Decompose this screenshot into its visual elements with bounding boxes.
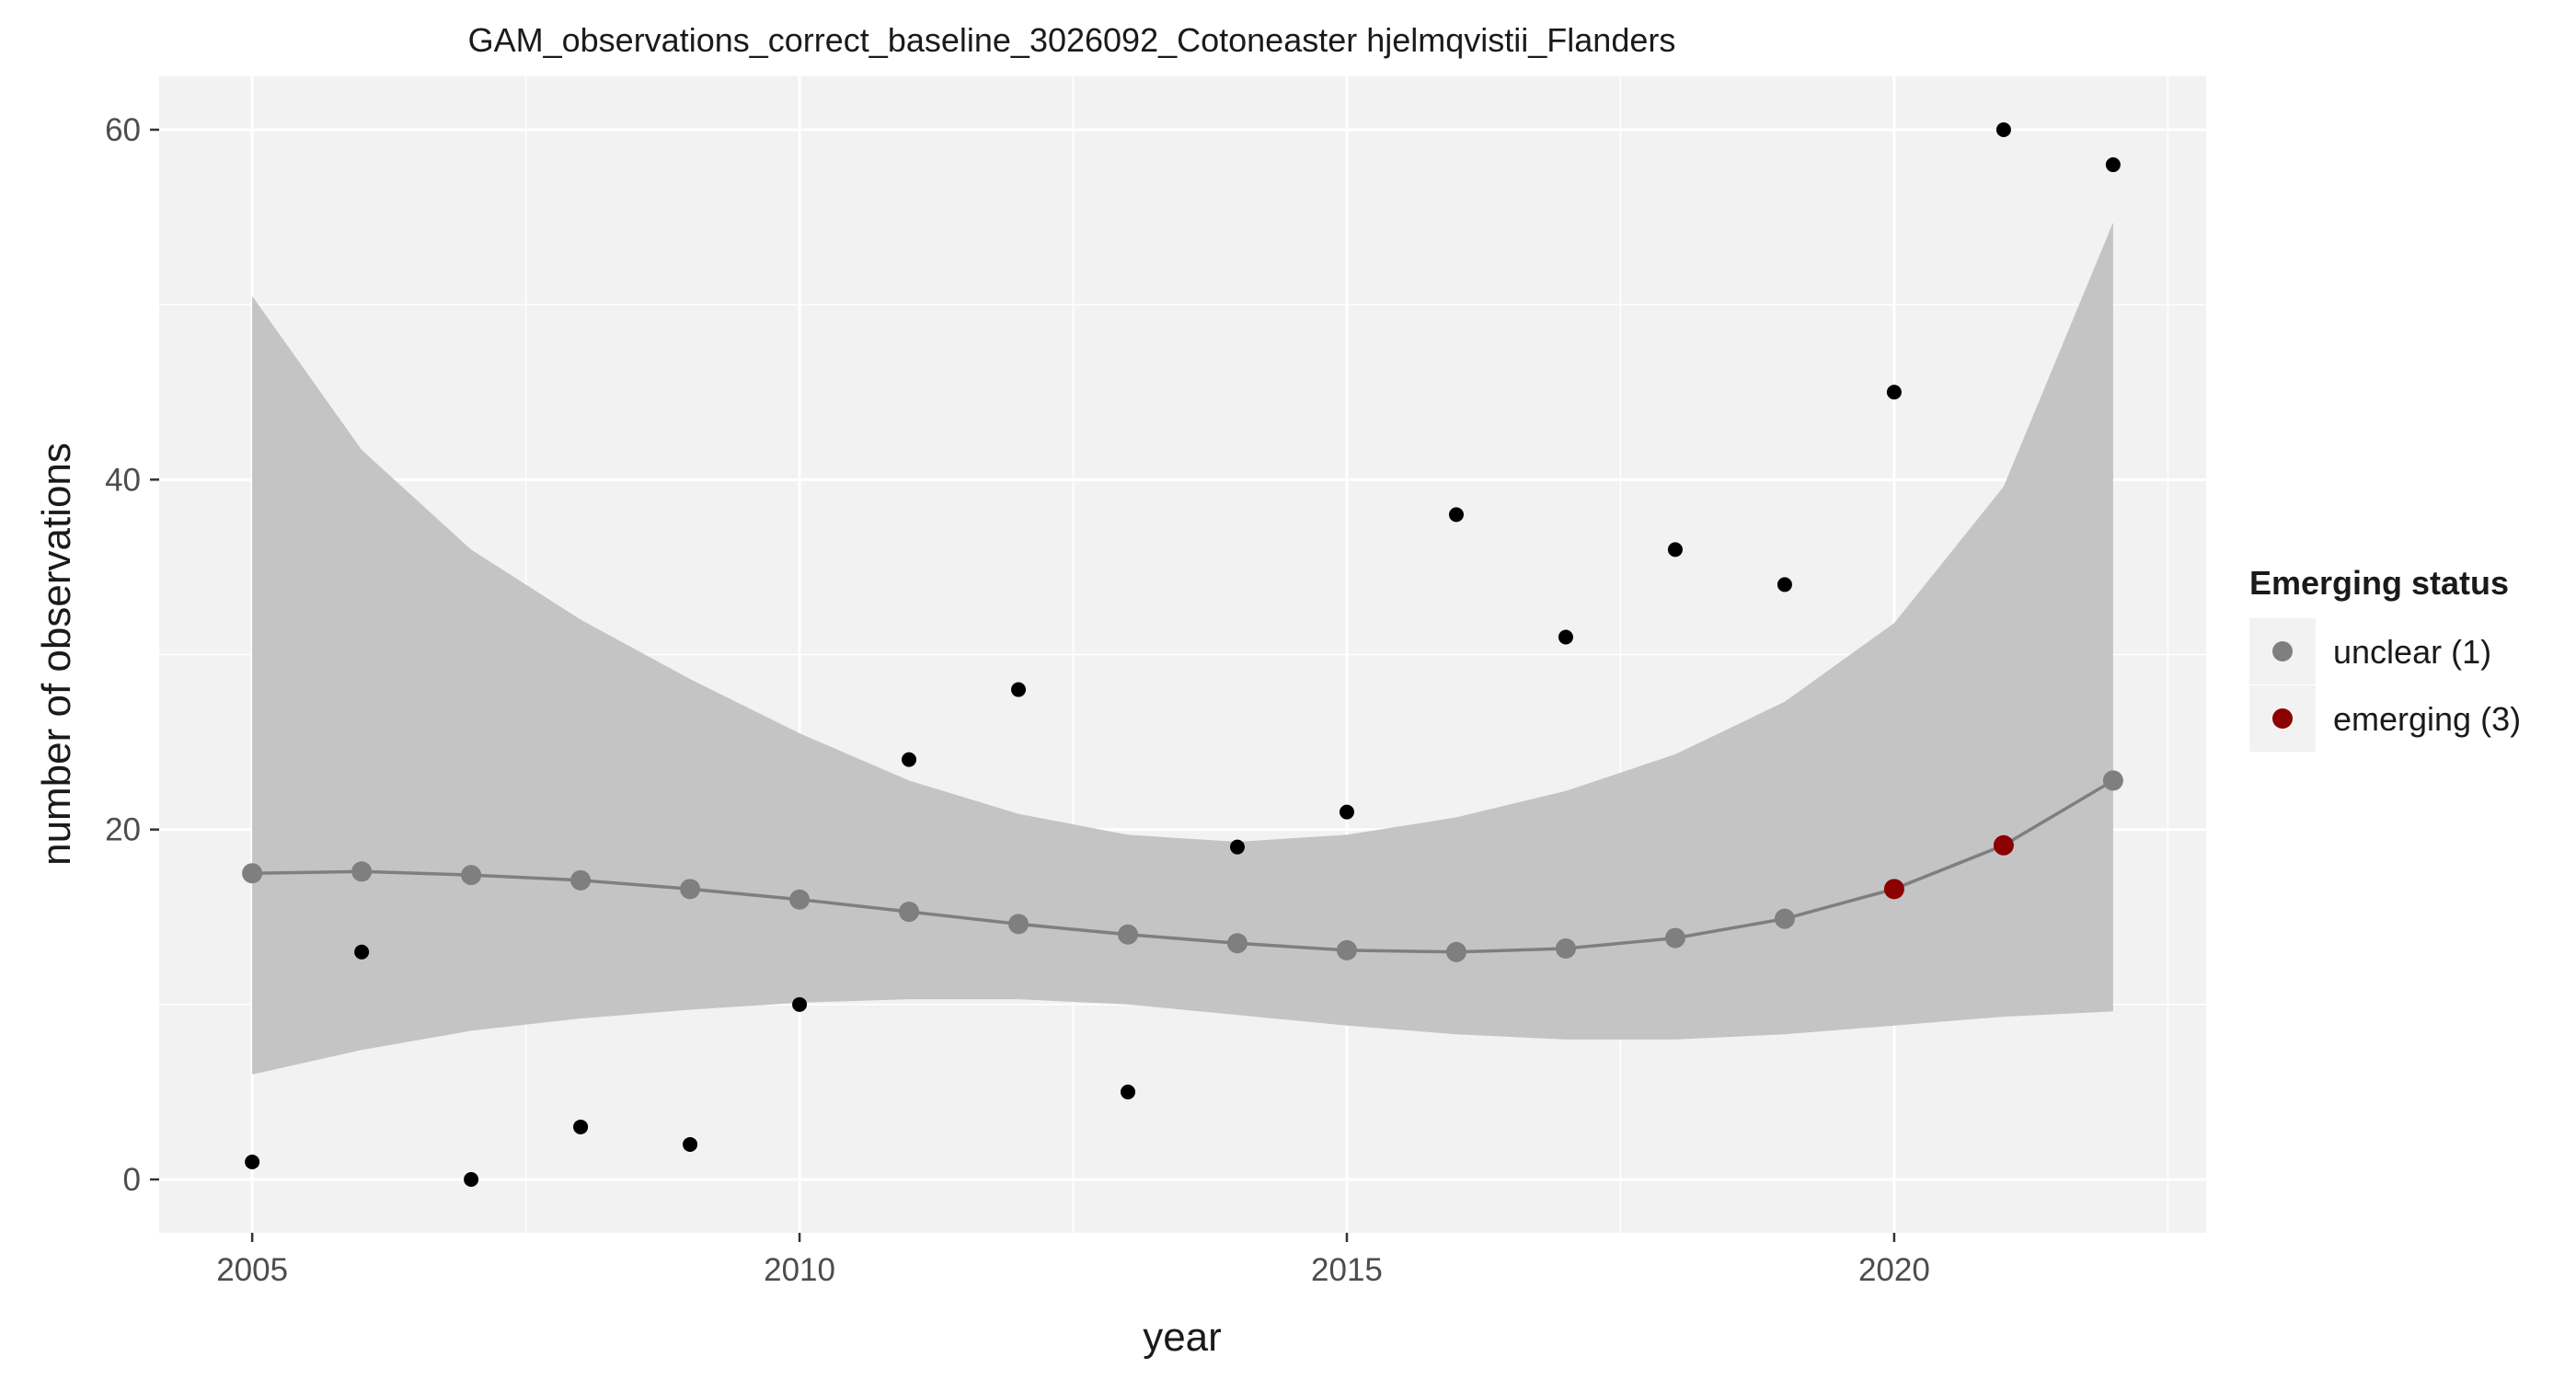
fit-point-unclear: [1226, 933, 1248, 954]
y-tick-label: 40: [105, 462, 141, 498]
observed-points: [245, 122, 2121, 1187]
observed-point: [245, 1154, 260, 1169]
y-axis-title: number of observations: [34, 443, 79, 866]
y-axis-ticks: 0 20 40 60: [105, 112, 159, 1198]
fit-point-unclear: [1445, 941, 1466, 962]
fit-point-emerging: [1993, 834, 2014, 856]
legend-label-emerging: emerging (3): [2333, 700, 2521, 738]
legend-key-unclear: [2272, 641, 2293, 661]
fit-point-unclear: [1008, 914, 1029, 935]
y-tick-label: 20: [105, 812, 141, 848]
x-tick-label: 2010: [764, 1252, 835, 1288]
fit-point-unclear: [899, 902, 920, 923]
legend-key-emerging: [2272, 708, 2293, 729]
fit-point-emerging: [1883, 879, 1904, 900]
fit-point-unclear: [1336, 939, 1357, 960]
fit-line: [252, 778, 2114, 954]
legend-title: Emerging status: [2249, 564, 2509, 602]
fit-point-unclear: [461, 865, 482, 886]
chart-title: GAM_observations_correct_baseline_302609…: [468, 21, 1676, 59]
fit-point-unclear: [1555, 937, 1576, 959]
fit-point-unclear: [680, 879, 701, 900]
observed-point: [464, 1171, 479, 1187]
fit-point-unclear: [1664, 927, 1685, 949]
observed-point: [1448, 507, 1464, 523]
observed-point: [354, 944, 370, 960]
x-tick-label: 2015: [1311, 1252, 1383, 1288]
confidence-ribbon: [252, 222, 2113, 1075]
fit-point-unclear: [351, 861, 373, 882]
legend: Emerging status unclear (1) emerging (3): [2249, 564, 2521, 752]
x-axis-title: year: [1143, 1315, 1222, 1360]
x-axis-ticks: 2005 2010 2015 2020: [216, 1233, 1930, 1288]
fit-point-unclear: [242, 863, 263, 884]
y-tick-label: 0: [123, 1162, 141, 1198]
observed-point: [1667, 542, 1683, 558]
observed-point: [902, 752, 917, 767]
fit-point-unclear: [1774, 908, 1795, 929]
observed-point: [1777, 577, 1792, 592]
observed-point: [2105, 157, 2121, 173]
observed-point: [1995, 122, 2011, 138]
fit-point-unclear: [2102, 770, 2123, 791]
fit-point-unclear: [1118, 924, 1139, 945]
y-tick-label: 60: [105, 112, 141, 148]
fit-points: [242, 770, 2123, 962]
fit-point-unclear: [570, 869, 592, 891]
observed-point: [1121, 1084, 1136, 1099]
x-tick-label: 2005: [216, 1252, 288, 1288]
observed-point: [1886, 385, 1902, 400]
observed-point: [792, 996, 808, 1012]
observed-point: [1339, 804, 1354, 820]
observed-point: [1558, 629, 1573, 645]
fit-point-unclear: [789, 889, 811, 910]
observed-point: [1229, 839, 1245, 855]
observed-point: [1011, 682, 1027, 697]
legend-label-unclear: unclear (1): [2333, 633, 2491, 671]
observed-point: [573, 1119, 589, 1134]
observed-point: [683, 1136, 698, 1152]
x-tick-label: 2020: [1858, 1252, 1930, 1288]
